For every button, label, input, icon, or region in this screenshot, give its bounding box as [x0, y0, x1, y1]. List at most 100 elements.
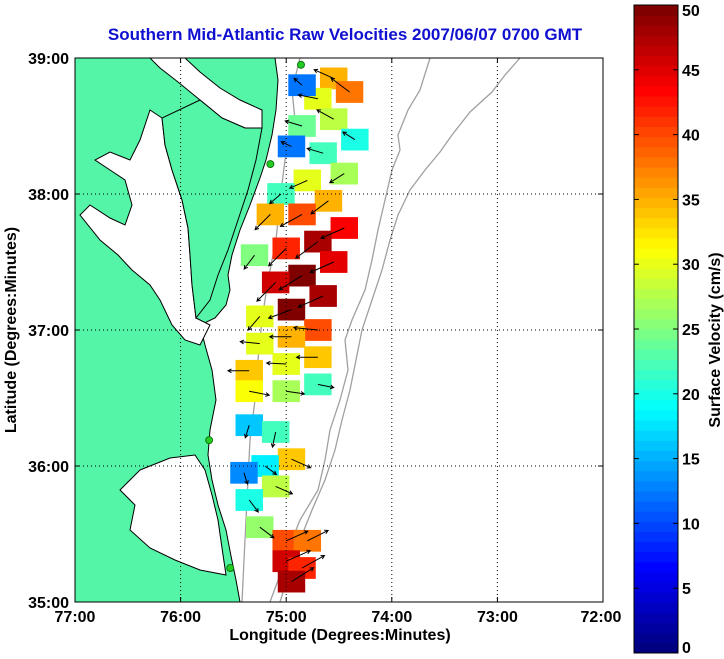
velocity-arrow [317, 383, 335, 390]
velocity-arrow [306, 147, 324, 154]
hf-radar-stations [205, 60, 305, 572]
velocity-arrow [265, 360, 287, 366]
colorbar-segment [634, 268, 678, 279]
velocity-arrow [254, 214, 271, 231]
colorbar-segment [634, 45, 678, 57]
colorbar-segment [634, 278, 678, 289]
colorbar-tick-label: 25 [682, 322, 700, 339]
velocity-arrow [295, 354, 318, 360]
velocity-arrow [309, 261, 334, 274]
y-tick-label: 37:00 [28, 323, 69, 340]
velocity-arrow [243, 254, 255, 270]
colorbar-segment [634, 217, 678, 229]
colorbar-segment [634, 156, 678, 168]
velocity-arrow [267, 309, 292, 320]
bathymetry-contour [279, 58, 521, 602]
chart-title: Southern Mid-Atlantic Raw Velocities 200… [108, 25, 583, 44]
colorbar-segment [634, 167, 678, 178]
colorbar-segment [634, 35, 678, 46]
velocity-arrow [307, 529, 330, 542]
velocity-arrow [279, 213, 303, 227]
colorbar-segment [634, 521, 678, 532]
colorbar-segment [634, 551, 678, 563]
y-axis-ticks: 39:00 38:00 37:00 36:00 35:00 [28, 51, 603, 612]
velocity-arrow [280, 141, 292, 147]
colorbar-segment [634, 207, 678, 219]
velocity-arrow [285, 549, 312, 562]
colorbar-segment [634, 349, 678, 360]
colorbar-segment [634, 227, 678, 239]
colorbar-segment [634, 582, 678, 593]
velocity-cell [246, 332, 274, 355]
colorbar-tick-label: 10 [682, 516, 700, 533]
colorbar-segment [634, 136, 678, 148]
x-tick-label: 75:00 [266, 609, 307, 626]
colorbar-segment [634, 642, 678, 654]
colorbar-segment [634, 592, 678, 603]
colorbar-segment [634, 106, 678, 117]
velocity-arrow [243, 472, 249, 486]
velocity-arrow [275, 485, 294, 495]
x-tick-label: 76:00 [160, 609, 201, 626]
velocity-arrow [313, 68, 334, 79]
velocity-arrow [247, 316, 261, 331]
colorbar-segment [634, 126, 678, 138]
colorbar-tick-label: 40 [682, 128, 700, 145]
colorbar-segment [634, 511, 678, 522]
velocity-arrow [292, 325, 318, 331]
colorbar-segment [634, 420, 678, 431]
x-tick-label: 74:00 [371, 609, 412, 626]
velocity-arrow [297, 295, 324, 308]
colorbar-segment [634, 572, 678, 583]
velocity-arrow [293, 77, 303, 86]
colorbar-segment [634, 146, 678, 158]
colorbar-segment [634, 561, 678, 573]
grid-lines [75, 58, 603, 602]
colorbar-segment [634, 480, 678, 492]
velocity-arrow [297, 93, 318, 100]
colorbar-segment [634, 197, 678, 208]
velocity-arrow [249, 390, 271, 397]
colorbar-segment [634, 187, 678, 198]
velocity-arrow [330, 77, 350, 93]
velocity-arrow [341, 131, 356, 141]
velocity-arrow [301, 555, 326, 569]
colorbar-segment [634, 501, 678, 512]
colorbar-segment [634, 55, 678, 67]
velocity-arrow [226, 368, 250, 374]
y-tick-label: 38:00 [28, 187, 69, 204]
colorbar-tick-label: 30 [682, 257, 700, 274]
bathymetry-contour [269, 58, 431, 602]
colorbar-tick-label: 15 [682, 452, 700, 469]
x-axis-ticks: 77:00 76:00 75:00 74:00 73:00 72:00 [55, 58, 622, 626]
colorbar-segment [634, 5, 678, 16]
colorbar-segment [634, 531, 678, 543]
colorbar-tick-label: 50 [682, 3, 700, 20]
velocity-arrow [248, 499, 259, 513]
colorbar-segment [634, 65, 678, 77]
station-marker [205, 436, 214, 445]
colorbar-segment [634, 237, 678, 249]
velocity-cell [272, 529, 300, 552]
colorbar-tick-label: 5 [682, 581, 691, 598]
colorbar-ticks: 0 5 10 15 20 25 30 35 40 45 50 [634, 3, 700, 657]
colorbar-segment [634, 430, 678, 441]
velocity-arrow [284, 119, 303, 127]
velocity-arrow [320, 227, 345, 240]
colorbar-tick-label: 20 [682, 387, 700, 404]
colorbar-segment [634, 470, 678, 482]
y-tick-label: 36:00 [28, 459, 69, 476]
colorbar-label: Surface Velocity (cm/s) [707, 252, 724, 427]
colorbar-segment [634, 612, 678, 624]
delmarva-peninsula [161, 99, 263, 320]
colorbar-segment [634, 491, 678, 502]
velocity-arrow [310, 200, 329, 215]
station-marker [226, 564, 235, 572]
station-marker [266, 160, 275, 169]
velocity-arrow [328, 173, 345, 184]
colorbar [634, 5, 678, 654]
colorbar-segment [634, 288, 678, 300]
colorbar-segment [634, 622, 678, 634]
colorbar-segment [634, 75, 678, 87]
velocity-cell [309, 142, 337, 165]
